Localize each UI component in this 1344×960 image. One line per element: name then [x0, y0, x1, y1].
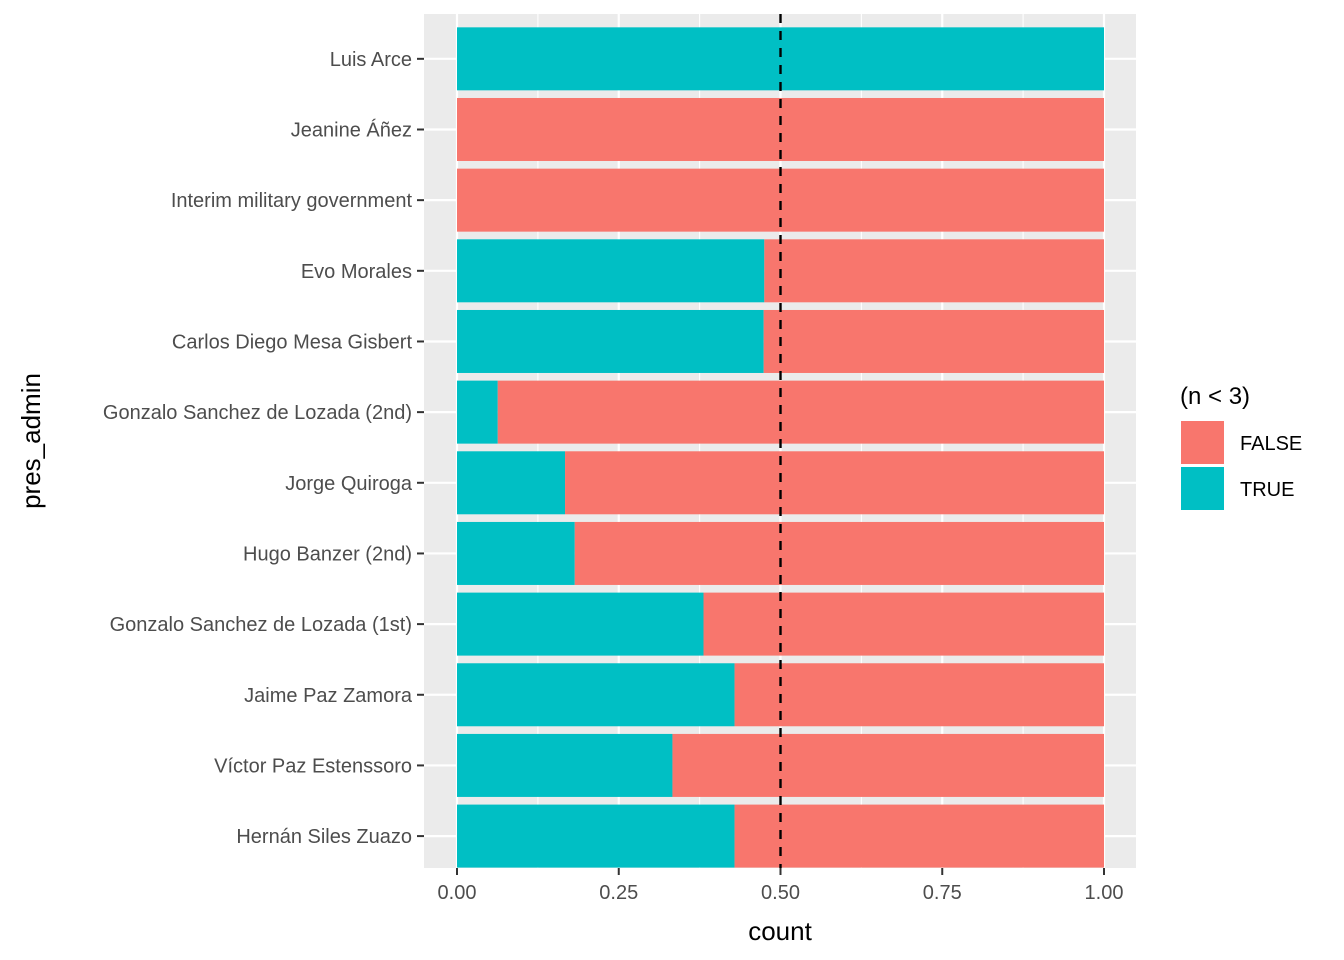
x-tick-label: 0.00 [438, 882, 477, 904]
y-axis: Luis Arce Jeanine Áñez Interim military go… [103, 49, 424, 848]
y-tick-label: Gonzalo Sanchez de Lozada (1st) [110, 614, 412, 636]
y-axis-title: pres_admin [16, 373, 46, 509]
y-tick-label: Jeanine Áñez [291, 118, 412, 141]
bar-segment-true [457, 309, 764, 373]
x-tick-label: 0.75 [923, 882, 962, 904]
y-tick-label: Evo Morales [301, 261, 412, 283]
bar-segment-false [703, 592, 1104, 656]
bar-segment-false [497, 380, 1104, 444]
legend: (n < 3) FALSE TRUE [1180, 383, 1302, 510]
x-axis: 0.00 0.25 0.50 0.75 1.00 [438, 868, 1124, 904]
bar-segment-true [457, 239, 765, 303]
y-tick-label: Hugo Banzer (2nd) [243, 543, 412, 565]
bar-segment-true [457, 521, 575, 585]
bar-segment-true [457, 663, 735, 727]
x-axis-title: count [748, 916, 812, 946]
bar-segment-true [457, 592, 704, 656]
y-tick-label: Jorge Quiroga [285, 473, 413, 495]
bar-segment-false [574, 521, 1104, 585]
y-tick-label: Interim military government [171, 190, 413, 212]
legend-key-true [1181, 467, 1224, 510]
bar-segment-false [734, 663, 1104, 727]
bar-segment-false [763, 309, 1104, 373]
bar-segment-true [457, 733, 673, 797]
y-tick-label: Gonzalo Sanchez de Lozada (2nd) [103, 402, 412, 424]
x-tick-label: 0.50 [761, 882, 800, 904]
bar-segment-false [764, 239, 1104, 303]
y-tick-label: Hernán Siles Zuazo [236, 826, 412, 848]
x-tick-label: 0.25 [599, 882, 638, 904]
bar-segment-true [457, 380, 498, 444]
y-tick-label: Jaime Paz Zamora [244, 685, 413, 707]
legend-label-false: FALSE [1240, 433, 1302, 455]
bar-segment-false [734, 804, 1104, 868]
y-tick-label: Carlos Diego Mesa Gisbert [172, 331, 413, 353]
legend-key-false [1181, 421, 1224, 464]
y-tick-label: Víctor Paz Estenssoro [214, 755, 412, 777]
bar-segment-true [457, 451, 566, 515]
x-tick-label: 1.00 [1085, 882, 1124, 904]
bar-segment-false [672, 733, 1104, 797]
legend-label-true: TRUE [1240, 479, 1294, 501]
bar-segment-true [457, 804, 735, 868]
bar-segment-false [565, 451, 1104, 515]
legend-title: (n < 3) [1180, 383, 1250, 410]
y-tick-label: Luis Arce [330, 49, 412, 71]
